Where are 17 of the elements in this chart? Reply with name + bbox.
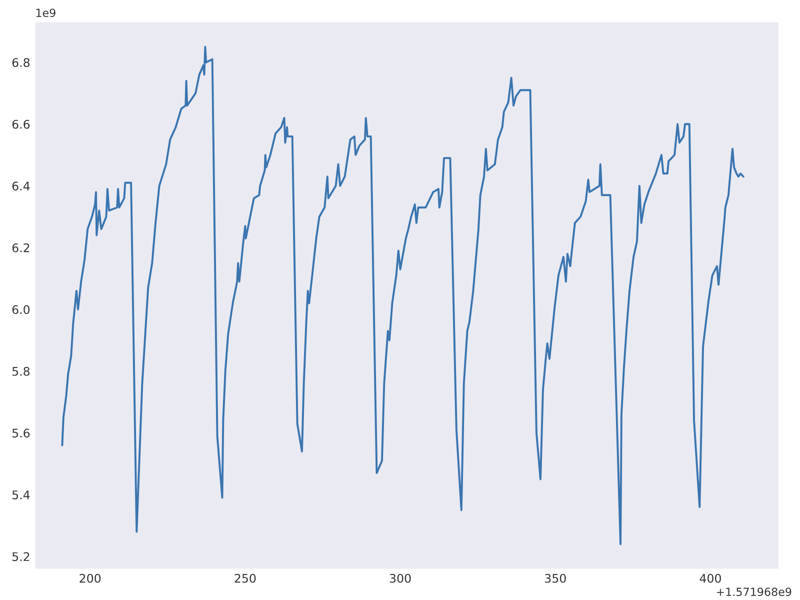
- y-tick-label: 5.2: [12, 552, 30, 562]
- y-tick-label: 6.8: [12, 58, 30, 67]
- x-tick-label: 350: [545, 574, 566, 583]
- y-tick-label: 6.0: [12, 305, 30, 314]
- text: +1.571968e9: [716, 588, 792, 596]
- x-tick-label: 400: [700, 574, 721, 583]
- text: 1e9: [36, 8, 56, 18]
- y-tick-label: 5.6: [12, 428, 30, 438]
- y-tick-label: 5.8: [12, 366, 30, 376]
- x-tick-label: 200: [80, 574, 101, 583]
- x-tick-label: 300: [390, 574, 411, 583]
- line-series: [61, 46, 744, 546]
- x-tick-label: 250: [234, 574, 256, 583]
- y-tick-label: 5.4: [12, 490, 30, 500]
- y-tick-label: 6.2: [12, 243, 30, 252]
- y-tick-label: 6.6: [12, 120, 30, 129]
- y-tick-label: 6.4: [12, 182, 30, 191]
